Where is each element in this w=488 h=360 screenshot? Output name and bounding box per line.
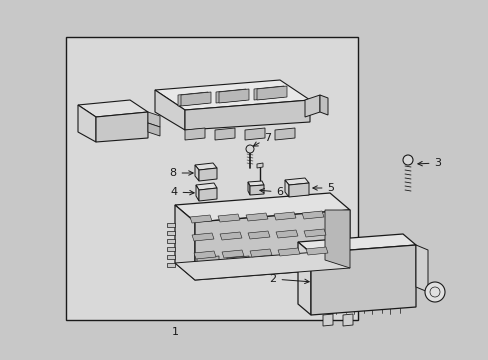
Polygon shape [96, 112, 148, 142]
Polygon shape [285, 178, 308, 185]
Polygon shape [247, 181, 264, 186]
Polygon shape [319, 95, 327, 115]
Polygon shape [316, 256, 338, 265]
Polygon shape [218, 214, 240, 222]
Polygon shape [245, 213, 267, 221]
Polygon shape [274, 128, 294, 140]
Text: 1: 1 [171, 327, 178, 337]
Polygon shape [226, 256, 248, 265]
Circle shape [245, 145, 253, 153]
Polygon shape [247, 231, 269, 239]
Polygon shape [167, 247, 175, 251]
Polygon shape [257, 256, 279, 265]
Polygon shape [195, 163, 217, 170]
Text: 2: 2 [269, 274, 308, 284]
Polygon shape [190, 215, 212, 223]
Polygon shape [195, 165, 199, 181]
Polygon shape [78, 105, 96, 142]
Polygon shape [285, 180, 288, 197]
Polygon shape [273, 212, 295, 220]
Polygon shape [175, 205, 195, 280]
Polygon shape [175, 193, 349, 222]
Polygon shape [415, 245, 427, 292]
Polygon shape [148, 123, 160, 136]
Polygon shape [216, 89, 245, 103]
Polygon shape [184, 128, 204, 140]
Polygon shape [222, 250, 244, 258]
Polygon shape [175, 251, 349, 280]
Polygon shape [215, 128, 235, 140]
Text: 5: 5 [312, 183, 334, 193]
Polygon shape [196, 185, 199, 201]
Polygon shape [305, 95, 319, 117]
Text: 6: 6 [259, 187, 283, 197]
Polygon shape [220, 232, 242, 240]
Polygon shape [305, 247, 327, 255]
Polygon shape [323, 314, 332, 326]
Polygon shape [195, 210, 349, 280]
Polygon shape [342, 314, 352, 326]
Polygon shape [167, 223, 175, 227]
Polygon shape [302, 211, 324, 219]
Polygon shape [196, 183, 217, 190]
Polygon shape [304, 229, 325, 237]
Polygon shape [297, 234, 415, 253]
Text: 8: 8 [169, 168, 193, 178]
Polygon shape [244, 128, 264, 140]
Text: 4: 4 [170, 187, 194, 197]
Polygon shape [184, 100, 309, 130]
Polygon shape [192, 233, 214, 241]
Polygon shape [219, 89, 248, 103]
Polygon shape [278, 248, 299, 256]
Polygon shape [257, 163, 263, 168]
Polygon shape [148, 112, 160, 127]
Polygon shape [155, 80, 309, 110]
Polygon shape [288, 183, 308, 197]
Polygon shape [167, 239, 175, 243]
Polygon shape [286, 256, 308, 265]
Text: 3: 3 [417, 158, 441, 168]
Polygon shape [325, 210, 349, 268]
Bar [66, 37, 357, 320]
Polygon shape [178, 92, 207, 106]
Polygon shape [199, 168, 217, 181]
Polygon shape [249, 185, 264, 195]
Polygon shape [167, 263, 175, 267]
Text: 7: 7 [253, 133, 271, 146]
Circle shape [424, 282, 444, 302]
Polygon shape [167, 231, 175, 235]
Polygon shape [167, 255, 175, 259]
Polygon shape [257, 86, 286, 100]
Polygon shape [197, 256, 219, 265]
Polygon shape [247, 182, 249, 195]
Polygon shape [194, 251, 216, 259]
Polygon shape [78, 100, 148, 117]
Polygon shape [155, 90, 184, 130]
Polygon shape [181, 92, 210, 106]
Polygon shape [275, 230, 297, 238]
Polygon shape [253, 86, 284, 100]
Circle shape [402, 155, 412, 165]
Polygon shape [199, 188, 217, 201]
Polygon shape [310, 245, 415, 315]
Polygon shape [297, 242, 310, 315]
Polygon shape [249, 249, 271, 257]
